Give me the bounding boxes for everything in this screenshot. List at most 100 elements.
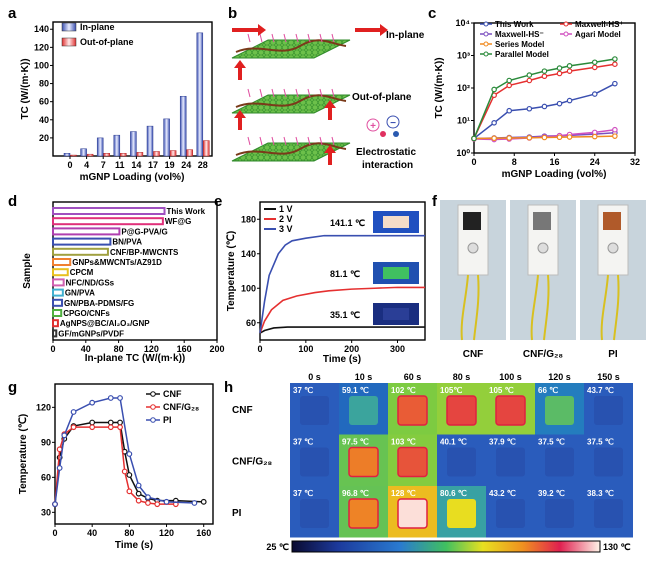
polymer-chain <box>331 33 335 43</box>
bar <box>52 309 63 317</box>
connector <box>537 242 549 254</box>
thermal-sample <box>495 395 526 426</box>
x-tick-label: 24 <box>181 160 191 170</box>
y-tick-label: 60 <box>39 97 49 107</box>
x-tick-label: 0 <box>50 344 55 354</box>
data-point <box>126 488 133 495</box>
y-tick-label: 20 <box>39 133 49 143</box>
x-tick-label: 32 <box>630 157 640 167</box>
legend-label: 1 V <box>279 204 293 214</box>
row-label: CNF/G₂₈ <box>232 456 273 467</box>
arrow-head <box>324 100 336 108</box>
polymer-chain <box>283 33 287 43</box>
x-tick-label: 300 <box>390 344 405 354</box>
negative-charge-icon <box>386 115 400 129</box>
legend-label: Parallel Model <box>495 50 549 59</box>
connector <box>607 242 619 254</box>
legend-swatch <box>61 37 77 47</box>
data-point <box>89 399 96 406</box>
legend-label: 2 V <box>279 214 293 224</box>
data-point <box>591 64 598 71</box>
legend-label: Maxwell-HS⁻ <box>495 30 544 39</box>
bar-in-plane <box>196 32 204 157</box>
legend-marker <box>483 41 489 47</box>
row-label: PI <box>232 508 242 519</box>
data-point <box>117 395 123 401</box>
bar-in-plane <box>146 125 154 157</box>
data-point <box>135 490 142 497</box>
x-tick-label: 24 <box>590 157 600 167</box>
data-point <box>506 82 513 89</box>
x-axis-label: mGNP Loading (vol%) <box>80 172 185 183</box>
column-header: 100 s <box>499 372 522 382</box>
temperature-annotation: 81.1 ℃ <box>330 269 360 279</box>
polymer-chain <box>259 88 263 98</box>
polymer-chain <box>271 33 275 43</box>
cellulose-fiber <box>235 39 347 53</box>
bar <box>52 278 65 287</box>
thermal-sample <box>496 447 525 477</box>
arrow-head <box>380 24 388 36</box>
photo-label: PI <box>608 349 618 360</box>
column-header: 80 s <box>453 372 471 382</box>
panel-label-f: f <box>432 193 438 210</box>
y-tick-label: 120 <box>36 402 51 412</box>
y-tick-label: 100 <box>241 283 256 293</box>
data-point <box>89 419 96 426</box>
panel-label-a: a <box>8 5 17 22</box>
x-tick-label: 120 <box>144 344 159 354</box>
y-axis-label: Sample <box>22 253 33 289</box>
panel-label-e: e <box>214 193 222 210</box>
data-point <box>491 86 497 93</box>
temperature-label: 103 ℃ <box>391 438 416 447</box>
thermal-sample <box>545 396 574 425</box>
bar-in-plane <box>179 95 187 157</box>
data-point <box>506 107 513 114</box>
x-tick-label: 80 <box>114 344 124 354</box>
y-tick-label: 140 <box>34 24 49 34</box>
data-point <box>107 424 114 431</box>
x-tick-label: 4 <box>84 160 89 170</box>
cellulose-fiber <box>235 142 347 156</box>
wires <box>530 274 550 341</box>
series-line <box>54 426 176 505</box>
x-tick-label: 16 <box>549 157 559 167</box>
heated-film <box>383 267 409 279</box>
y-tick-label: 90 <box>41 437 51 447</box>
data-point <box>70 409 77 415</box>
data-point <box>556 65 563 71</box>
temperature-label: 128 ℃ <box>391 489 416 498</box>
data-point <box>191 500 198 506</box>
data-point <box>70 424 77 431</box>
data-point <box>566 68 573 74</box>
x-tick-label: 100 <box>298 344 313 354</box>
data-point <box>135 482 142 489</box>
label-electrostatic: Electrostatic <box>356 147 416 158</box>
x-tick-label: 11 <box>115 160 125 170</box>
bar-out-of-plane <box>169 150 177 157</box>
data-point <box>526 77 533 84</box>
bar-out-of-plane <box>86 153 94 157</box>
thermal-sample <box>594 447 623 477</box>
arrow-head <box>234 110 246 118</box>
bar-out-of-plane <box>153 151 160 157</box>
bar-out-of-plane <box>186 149 193 157</box>
data-point <box>526 134 533 141</box>
polymer-chain <box>307 33 311 43</box>
x-axis-label: mGNP Loading (vol%) <box>502 169 607 180</box>
data-point <box>107 395 114 401</box>
legend-label: Out-of-plane <box>80 37 134 47</box>
bar-label: CPGO/CNFs <box>63 309 110 318</box>
heated-film <box>383 216 409 228</box>
data-point <box>506 135 513 141</box>
photo-label: CNF/G₂₈ <box>523 349 564 360</box>
temperature-label: 96.8 ℃ <box>342 489 369 498</box>
data-point <box>566 134 573 140</box>
polymer-chain <box>331 88 335 98</box>
series-line <box>259 286 425 334</box>
x-tick-label: 0 <box>257 344 262 354</box>
temperature-label: 43.7 ℃ <box>587 386 614 395</box>
legend-marker <box>563 31 569 37</box>
bar-label: NFC/ND/GSs <box>66 278 115 287</box>
legend-marker <box>150 404 156 410</box>
